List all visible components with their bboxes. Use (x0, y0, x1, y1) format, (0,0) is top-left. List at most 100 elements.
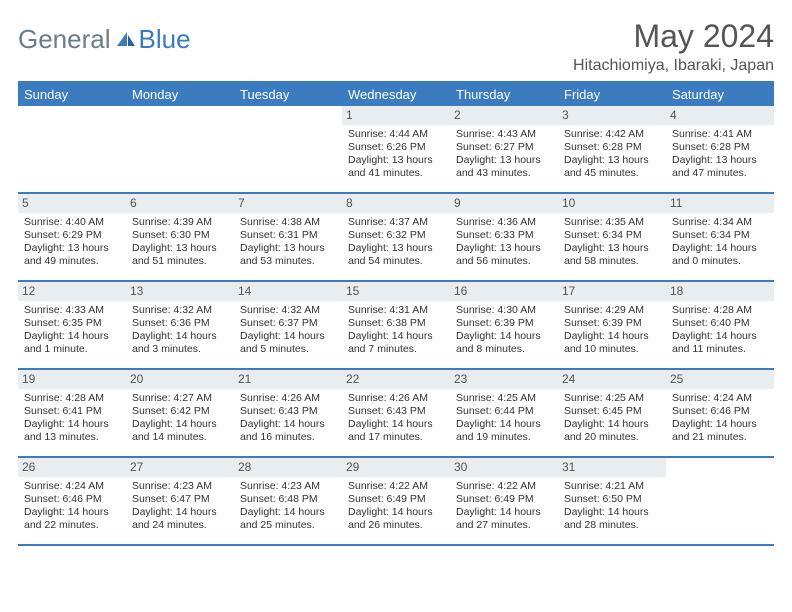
weeks-container: ...1Sunrise: 4:44 AMSunset: 6:26 PMDayli… (18, 106, 774, 546)
daylight-text: Daylight: 14 hours and 10 minutes. (564, 330, 660, 356)
month-title: May 2024 (573, 18, 774, 55)
sunset-text: Sunset: 6:34 PM (672, 229, 768, 242)
sunrise-text: Sunrise: 4:40 AM (24, 216, 120, 229)
sunset-text: Sunset: 6:27 PM (456, 141, 552, 154)
daylight-text: Daylight: 14 hours and 24 minutes. (132, 506, 228, 532)
day-number: 25 (666, 370, 774, 389)
day-cell: 10Sunrise: 4:35 AMSunset: 6:34 PMDayligh… (558, 194, 666, 280)
location-label: Hitachiomiya, Ibaraki, Japan (573, 57, 774, 75)
calendar: Sunday Monday Tuesday Wednesday Thursday… (18, 81, 774, 546)
day-cell: 27Sunrise: 4:23 AMSunset: 6:47 PMDayligh… (126, 458, 234, 544)
day-number: 20 (126, 370, 234, 389)
daylight-text: Daylight: 14 hours and 13 minutes. (24, 418, 120, 444)
sail-icon (115, 30, 137, 53)
sunset-text: Sunset: 6:49 PM (456, 493, 552, 506)
sunset-text: Sunset: 6:32 PM (348, 229, 444, 242)
dow-friday: Friday (558, 83, 666, 106)
day-cell: 3 Sunrise: 4:42 AMSunset: 6:28 PMDaylight… (558, 106, 666, 192)
day-number: 26 (18, 458, 126, 477)
dow-tuesday: Tuesday (234, 83, 342, 106)
week-row: 5Sunrise: 4:40 AMSunset: 6:29 PMDaylight… (18, 194, 774, 282)
daylight-text: Daylight: 13 hours and 43 minutes. (456, 154, 552, 180)
daylight-text: Daylight: 14 hours and 5 minutes. (240, 330, 336, 356)
sunset-text: Sunset: 6:40 PM (672, 317, 768, 330)
day-cell: 19Sunrise: 4:28 AMSunset: 6:41 PMDayligh… (18, 370, 126, 456)
daylight-text: Daylight: 14 hours and 22 minutes. (24, 506, 120, 532)
day-cell: 24Sunrise: 4:25 AMSunset: 6:45 PMDayligh… (558, 370, 666, 456)
day-cell: 6Sunrise: 4:39 AMSunset: 6:30 PMDaylight… (126, 194, 234, 280)
sunrise-text: Sunrise: 4:25 AM (564, 392, 660, 405)
week-row: ...1Sunrise: 4:44 AMSunset: 6:26 PMDayli… (18, 106, 774, 194)
day-number: 17 (558, 282, 666, 301)
sunset-text: Sunset: 6:30 PM (132, 229, 228, 242)
sunrise-text: Sunrise: 4:22 AM (348, 480, 444, 493)
daylight-text: Daylight: 14 hours and 19 minutes. (456, 418, 552, 444)
sunrise-text: Sunrise: 4:23 AM (132, 480, 228, 493)
sunset-text: Sunset: 6:49 PM (348, 493, 444, 506)
day-number: 3 (558, 106, 666, 125)
day-number: 22 (342, 370, 450, 389)
sunrise-text: Sunrise: 4:35 AM (564, 216, 660, 229)
day-cell: 13Sunrise: 4:32 AMSunset: 6:36 PMDayligh… (126, 282, 234, 368)
sunrise-text: Sunrise: 4:42 AM (564, 128, 660, 141)
day-number: 27 (126, 458, 234, 477)
week-row: 19Sunrise: 4:28 AMSunset: 6:41 PMDayligh… (18, 370, 774, 458)
day-cell: . (126, 106, 234, 192)
sunrise-text: Sunrise: 4:26 AM (240, 392, 336, 405)
day-cell: 20 Sunrise: 4:27 AMSunset: 6:42 PMDayligh… (126, 370, 234, 456)
daylight-text: Daylight: 14 hours and 28 minutes. (564, 506, 660, 532)
day-cell: 31Sunrise: 4:21 AMSunset: 6:50 PMDayligh… (558, 458, 666, 544)
day-cell: 14Sunrise: 4:32 AMSunset: 6:37 PMDayligh… (234, 282, 342, 368)
day-cell: . (666, 458, 774, 544)
daylight-text: Daylight: 13 hours and 45 minutes. (564, 154, 660, 180)
sunset-text: Sunset: 6:39 PM (456, 317, 552, 330)
sunset-text: Sunset: 6:36 PM (132, 317, 228, 330)
day-number: 30 (450, 458, 558, 477)
sunrise-text: Sunrise: 4:27 AM (132, 392, 228, 405)
title-block: May 2024 Hitachiomiya, Ibaraki, Japan (573, 18, 774, 75)
sunset-text: Sunset: 6:29 PM (24, 229, 120, 242)
daylight-text: Daylight: 14 hours and 16 minutes. (240, 418, 336, 444)
sunrise-text: Sunrise: 4:24 AM (672, 392, 768, 405)
sunset-text: Sunset: 6:26 PM (348, 141, 444, 154)
sunset-text: Sunset: 6:34 PM (564, 229, 660, 242)
daylight-text: Daylight: 14 hours and 25 minutes. (240, 506, 336, 532)
daylight-text: Daylight: 14 hours and 27 minutes. (456, 506, 552, 532)
day-cell: 15Sunrise: 4:31 AMSunset: 6:38 PMDayligh… (342, 282, 450, 368)
sunrise-text: Sunrise: 4:41 AM (672, 128, 768, 141)
daylight-text: Daylight: 14 hours and 17 minutes. (348, 418, 444, 444)
sunset-text: Sunset: 6:33 PM (456, 229, 552, 242)
day-cell: 2 Sunrise: 4:43 AMSunset: 6:27 PMDaylight… (450, 106, 558, 192)
daylight-text: Daylight: 14 hours and 11 minutes. (672, 330, 768, 356)
sunrise-text: Sunrise: 4:43 AM (456, 128, 552, 141)
day-cell: 25Sunrise: 4:24 AMSunset: 6:46 PMDayligh… (666, 370, 774, 456)
sunrise-text: Sunrise: 4:23 AM (240, 480, 336, 493)
sunset-text: Sunset: 6:28 PM (564, 141, 660, 154)
day-cell: 21Sunrise: 4:26 AMSunset: 6:43 PMDayligh… (234, 370, 342, 456)
sunrise-text: Sunrise: 4:30 AM (456, 304, 552, 317)
sunset-text: Sunset: 6:31 PM (240, 229, 336, 242)
day-cell: 1Sunrise: 4:44 AMSunset: 6:26 PMDaylight… (342, 106, 450, 192)
daylight-text: Daylight: 14 hours and 1 minute. (24, 330, 120, 356)
sunset-text: Sunset: 6:41 PM (24, 405, 120, 418)
sunset-text: Sunset: 6:42 PM (132, 405, 228, 418)
sunset-text: Sunset: 6:50 PM (564, 493, 660, 506)
daylight-text: Daylight: 13 hours and 56 minutes. (456, 242, 552, 268)
day-cell: 12Sunrise: 4:33 AMSunset: 6:35 PMDayligh… (18, 282, 126, 368)
daylight-text: Daylight: 13 hours and 47 minutes. (672, 154, 768, 180)
sunrise-text: Sunrise: 4:37 AM (348, 216, 444, 229)
sunrise-text: Sunrise: 4:24 AM (24, 480, 120, 493)
day-cell: 5Sunrise: 4:40 AMSunset: 6:29 PMDaylight… (18, 194, 126, 280)
day-number: 18 (666, 282, 774, 301)
day-number: 12 (18, 282, 126, 301)
day-number: 23 (450, 370, 558, 389)
day-cell: 11Sunrise: 4:34 AMSunset: 6:34 PMDayligh… (666, 194, 774, 280)
day-cell: 22Sunrise: 4:26 AMSunset: 6:43 PMDayligh… (342, 370, 450, 456)
sunrise-text: Sunrise: 4:33 AM (24, 304, 120, 317)
logo-text-blue: Blue (139, 24, 191, 55)
day-number: 2 (450, 106, 558, 125)
day-cell: 9Sunrise: 4:36 AMSunset: 6:33 PMDaylight… (450, 194, 558, 280)
daylight-text: Daylight: 14 hours and 14 minutes. (132, 418, 228, 444)
sunrise-text: Sunrise: 4:38 AM (240, 216, 336, 229)
day-cell: 16Sunrise: 4:30 AMSunset: 6:39 PMDayligh… (450, 282, 558, 368)
